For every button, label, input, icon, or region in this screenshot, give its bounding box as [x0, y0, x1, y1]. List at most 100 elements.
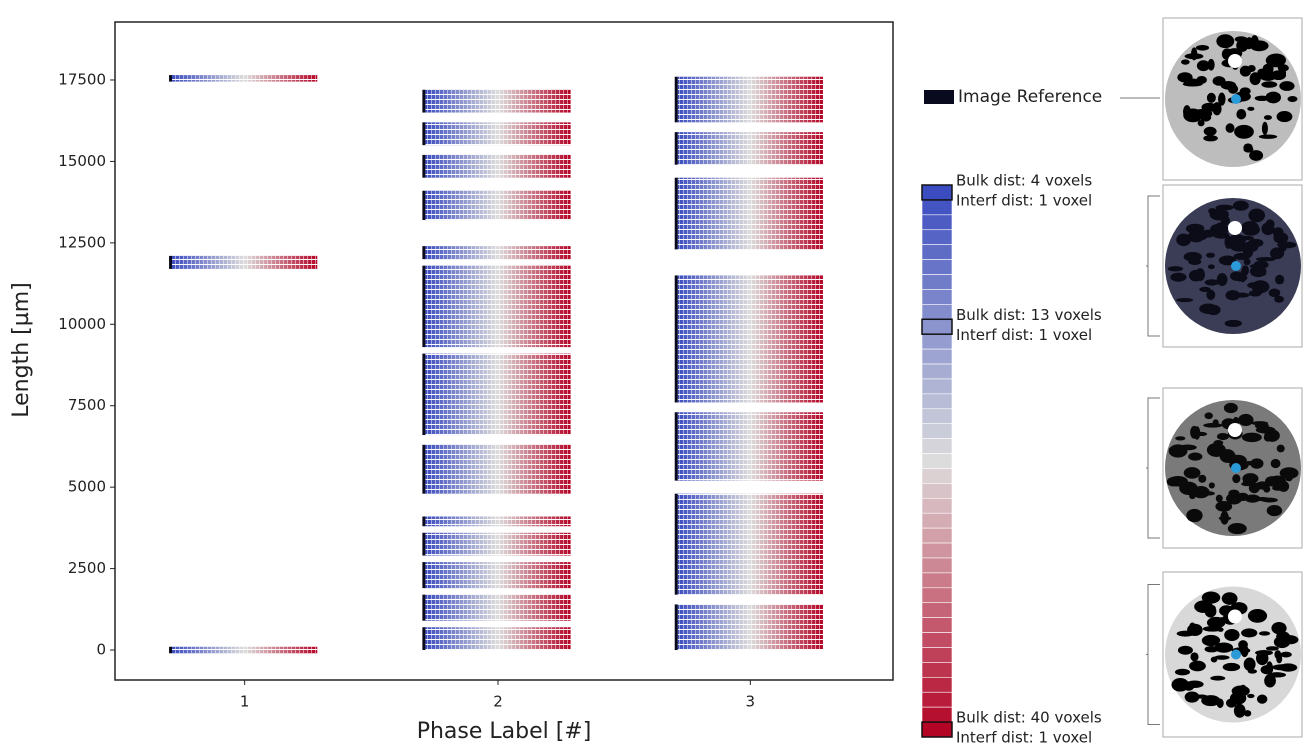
grain	[1214, 642, 1234, 653]
grain	[1207, 264, 1215, 270]
colorbar-cell	[921, 363, 953, 380]
marker	[1231, 94, 1241, 104]
pore	[1228, 221, 1242, 235]
grain	[1212, 76, 1226, 86]
grain	[1236, 108, 1247, 120]
grain	[1256, 694, 1268, 704]
grain	[1234, 124, 1254, 139]
y-tick-label: 15000	[58, 152, 106, 170]
reference-edge	[422, 89, 426, 113]
grain	[1212, 210, 1223, 218]
grain	[1204, 645, 1219, 653]
colorbar-cell	[921, 557, 953, 574]
grain	[1216, 273, 1228, 287]
grain	[1195, 44, 1210, 51]
grain	[1214, 655, 1230, 660]
colorbar-cell	[921, 587, 953, 604]
grain	[1206, 616, 1226, 629]
colorbar-cell	[921, 691, 953, 708]
grain	[1167, 266, 1184, 272]
colorbar-cell	[921, 483, 953, 499]
grain	[1190, 652, 1199, 662]
grain	[1240, 644, 1249, 658]
reference-edge	[674, 76, 678, 123]
grain	[1265, 646, 1279, 651]
colorbar-cell	[921, 721, 953, 738]
grain	[1204, 412, 1213, 420]
band	[422, 122, 571, 146]
grain	[1274, 295, 1284, 303]
grain	[1224, 628, 1240, 642]
colorbar-cell	[921, 184, 953, 201]
x-tick-label: 2	[493, 693, 503, 711]
grain	[1218, 448, 1227, 455]
grain	[1241, 432, 1262, 443]
y-tick-label: 10000	[58, 315, 106, 333]
grain	[1233, 252, 1251, 261]
grain	[1176, 297, 1194, 303]
pore	[1228, 54, 1242, 68]
grain	[1229, 691, 1247, 705]
grain	[1247, 106, 1255, 111]
colorbar-cell	[921, 304, 953, 320]
grain	[1216, 432, 1230, 441]
grain	[1279, 467, 1299, 479]
grain	[1241, 221, 1259, 234]
band-texture	[425, 444, 571, 494]
grain	[1218, 92, 1226, 106]
band-texture	[677, 275, 823, 403]
band-texture	[172, 255, 318, 269]
grain	[1224, 319, 1243, 328]
interf-label: Interf dist: 1 voxel	[956, 729, 1092, 747]
band-texture	[677, 412, 823, 481]
grain	[1206, 92, 1216, 103]
grain	[1171, 677, 1189, 692]
grain	[1189, 660, 1206, 672]
grain	[1227, 523, 1247, 535]
grain	[1251, 280, 1270, 294]
grain	[1216, 34, 1235, 49]
band-texture	[677, 493, 823, 595]
grain	[1215, 494, 1223, 503]
grain	[1223, 402, 1238, 414]
grain	[1194, 600, 1213, 613]
colorbar-cell	[921, 527, 953, 544]
band-texture	[677, 76, 823, 123]
bulk-label: Bulk dist: 40 voxels	[956, 709, 1102, 727]
grain	[1177, 72, 1193, 83]
colorbar-cell	[921, 512, 953, 529]
colorbar-cell	[921, 348, 953, 365]
grain	[1221, 592, 1238, 605]
grain	[1264, 674, 1276, 688]
grain	[1279, 663, 1298, 672]
grain	[1243, 710, 1252, 717]
grain	[1280, 651, 1292, 658]
grain	[1247, 609, 1268, 623]
colorbar-cell	[921, 259, 953, 275]
grain	[1247, 64, 1256, 72]
grain	[1225, 123, 1235, 133]
grain	[1220, 510, 1229, 525]
grain	[1185, 223, 1205, 234]
grain	[1249, 72, 1261, 86]
band	[422, 89, 571, 113]
colorbar-cell	[921, 423, 953, 439]
grain	[1210, 656, 1218, 663]
reference-edge	[422, 353, 426, 436]
image-thumbnails	[1162, 17, 1303, 738]
band-texture	[425, 594, 571, 621]
grain	[1278, 480, 1290, 492]
grain	[1201, 634, 1221, 647]
band	[674, 76, 823, 123]
colorbar-cell	[921, 453, 953, 469]
grain	[1261, 121, 1268, 135]
grain	[1256, 496, 1270, 502]
grain	[1250, 35, 1259, 49]
colorbar-cell	[921, 662, 953, 678]
grain	[1248, 208, 1266, 223]
grain	[1175, 436, 1186, 441]
grain	[1265, 476, 1280, 487]
grain	[1276, 110, 1293, 123]
reference-edge	[422, 516, 426, 527]
grain	[1255, 256, 1276, 262]
